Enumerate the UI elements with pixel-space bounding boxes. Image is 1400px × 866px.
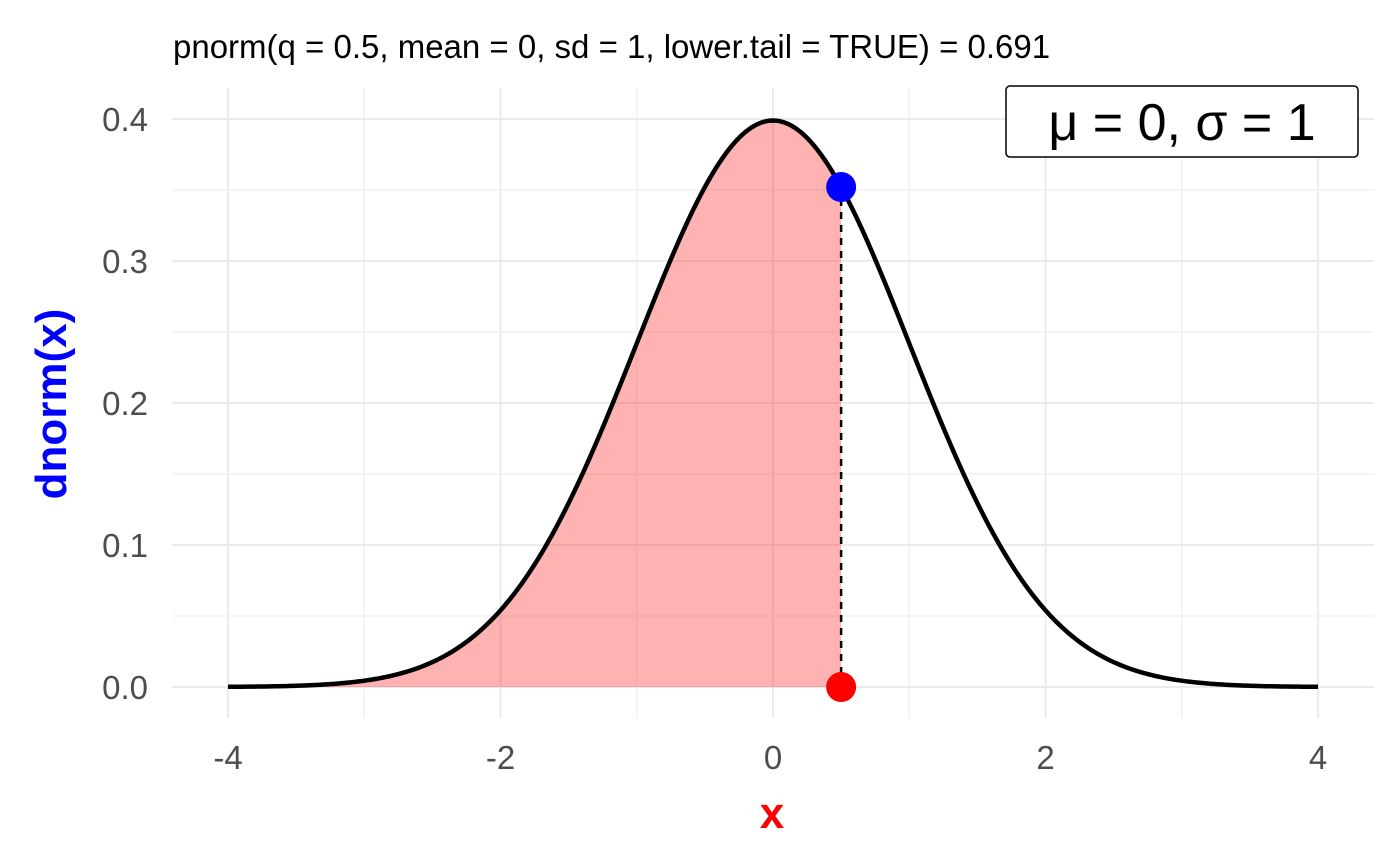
chart-title: pnorm(q = 0.5, mean = 0, sd = 1, lower.t… xyxy=(173,28,1050,65)
y-tick-label: 0.0 xyxy=(102,669,148,706)
density-point xyxy=(826,172,857,203)
density-curve-layer xyxy=(227,118,1319,690)
y-tick-label: 0.2 xyxy=(102,385,148,422)
x-tick-label: 0 xyxy=(764,739,782,776)
x-tick-label: 2 xyxy=(1036,739,1054,776)
tick-label-layer: -4 -2 0 2 4 0.0 0.1 0.2 0.3 0.4 xyxy=(102,101,1327,776)
annotation-text: μ = 0, σ = 1 xyxy=(1048,94,1315,152)
quantile-point xyxy=(826,672,857,702)
x-axis-title: x xyxy=(760,789,785,838)
y-tick-label: 0.3 xyxy=(102,243,148,280)
x-tick-label: -2 xyxy=(486,739,515,776)
annotation-border xyxy=(1005,85,1359,158)
y-axis-title: dnorm(x) xyxy=(27,309,76,500)
x-tick-label: -4 xyxy=(213,739,242,776)
y-tick-label: 0.1 xyxy=(102,527,148,564)
marker-layer xyxy=(826,172,857,702)
annotation-box: μ = 0, σ = 1 xyxy=(1005,85,1359,158)
y-tick-label: 0.4 xyxy=(102,101,148,138)
density-curve xyxy=(227,118,1319,690)
x-tick-label: 4 xyxy=(1309,739,1327,776)
shaded-area xyxy=(228,120,842,687)
